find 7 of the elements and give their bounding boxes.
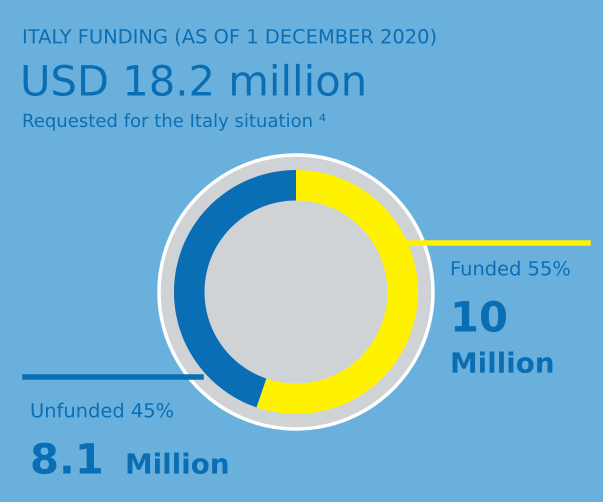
data-label: 10 Million <box>452 300 552 374</box>
text: Requested for the Italy situation ⁴ <box>24 113 326 131</box>
data-label: 8.1 Million <box>32 442 228 474</box>
chart-subtitle: USD 18.2 million <box>24 64 364 96</box>
slice-label: Funded 55% <box>452 260 570 276</box>
slice-label: Unfunded 45% <box>32 402 174 418</box>
chart-title: ITALY FUNDING (AS OF 1 DECEMBER 2020) <box>24 28 436 46</box>
